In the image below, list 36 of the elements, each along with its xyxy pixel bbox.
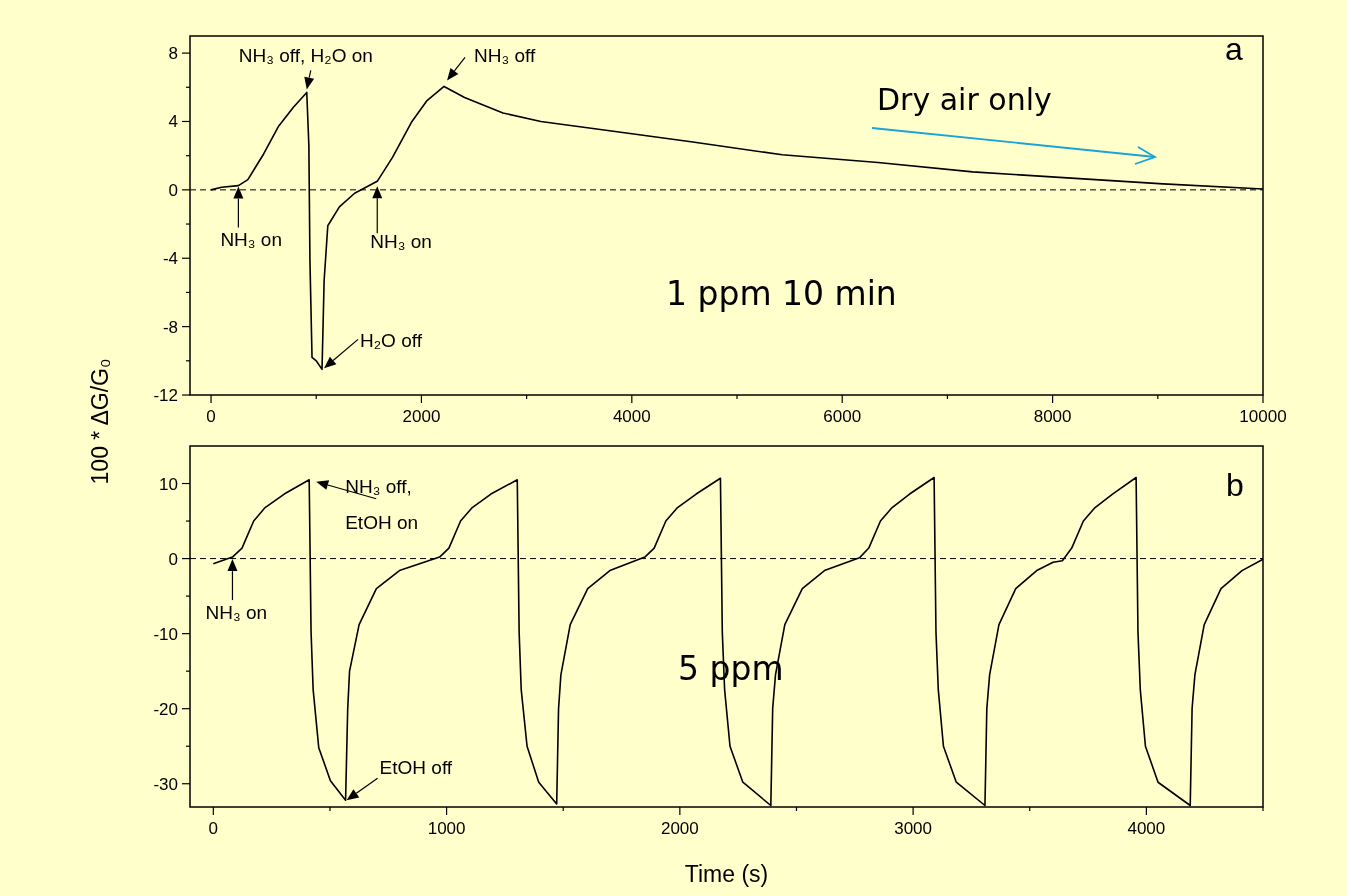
x-tick-label: 2000	[402, 407, 441, 426]
annotation: NH₃ on	[370, 231, 432, 253]
y-axis-title: 100 * ΔG/G₀	[87, 358, 113, 485]
y-tick-label: -10	[153, 624, 178, 644]
x-tick-label: 2000	[660, 819, 699, 838]
x-tick-label: 10000	[1239, 407, 1287, 426]
x-tick-label: 4000	[612, 407, 651, 426]
y-tick-label: 10	[159, 474, 178, 494]
x-tick-label: 8000	[1033, 407, 1072, 426]
annotation: 1 ppm 10 min	[666, 274, 897, 313]
x-tick-label: 4000	[1127, 819, 1166, 838]
y-tick-label: -30	[153, 774, 178, 794]
y-tick-label: -12	[153, 386, 178, 405]
annotation: EtOH off	[379, 757, 453, 779]
x-tick-label: 6000	[823, 407, 862, 426]
annotation: NH₃ off, H₂O on	[238, 45, 373, 67]
y-tick-label: 0	[168, 180, 178, 200]
x-tick-label: 0	[208, 819, 219, 838]
x-axis-title: Time (s)	[684, 861, 769, 887]
annotation: NH₃ off	[474, 45, 537, 67]
annotation: a	[1225, 31, 1243, 67]
x-tick-label: 3000	[894, 819, 933, 838]
y-tick-label: 4	[168, 112, 178, 132]
x-tick-label: 0	[206, 407, 216, 426]
y-tick-label: -8	[162, 317, 178, 337]
y-tick-label: -20	[153, 699, 178, 719]
x-tick-label: 1000	[427, 819, 466, 838]
annotation: b	[1226, 467, 1244, 503]
annotation: H₂O off	[360, 330, 423, 352]
y-tick-label: -4	[162, 249, 178, 269]
y-tick-label: 8	[168, 44, 178, 64]
y-tick-label: 0	[168, 549, 178, 569]
annotation: NH₃ on	[205, 602, 268, 624]
annotation: NH₃ off, EtOH on	[345, 475, 419, 533]
annotation: NH₃ on	[220, 228, 282, 250]
annotation: Dry air only	[877, 82, 1052, 117]
